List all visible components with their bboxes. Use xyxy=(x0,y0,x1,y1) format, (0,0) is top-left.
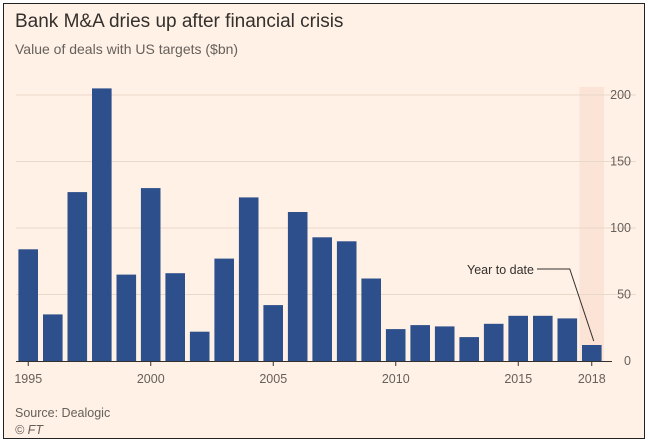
x-tick-label: 2005 xyxy=(259,372,287,386)
x-tick-label: 1995 xyxy=(14,372,42,386)
x-tick-label: 2018 xyxy=(578,372,606,386)
bar-1998 xyxy=(92,88,112,362)
y-tick-label: 100 xyxy=(610,221,631,235)
bar-2006 xyxy=(287,212,308,361)
ft-credit: © FT xyxy=(15,423,43,437)
bar-2017 xyxy=(557,318,578,361)
y-tick-label: 0 xyxy=(624,354,631,368)
chart-title: Bank M&A dries up after financial crisis xyxy=(15,11,344,32)
bar-2016 xyxy=(533,315,553,361)
year-to-date-highlight xyxy=(579,87,604,361)
bar-1996 xyxy=(43,314,63,361)
bar-2001 xyxy=(165,273,185,361)
bar-2014 xyxy=(483,323,504,361)
bar-2008 xyxy=(336,241,357,361)
x-tick-label: 2010 xyxy=(382,372,410,386)
bar-1997 xyxy=(67,192,88,361)
bar-2005 xyxy=(263,305,283,361)
chart-subtitle: Value of deals with US targets ($bn) xyxy=(15,41,239,57)
bar-2002 xyxy=(189,331,210,361)
x-tick-label: 2015 xyxy=(504,372,532,386)
bar-2004 xyxy=(238,197,259,361)
bar-2007 xyxy=(312,237,332,361)
bar-2003 xyxy=(214,258,234,361)
bar-1995 xyxy=(18,249,38,361)
x-tick-label: 2000 xyxy=(137,372,165,386)
bar-2012 xyxy=(434,326,455,361)
bar-2000 xyxy=(140,188,161,361)
y-tick-label: 50 xyxy=(617,288,631,302)
annotation-year-to-date: Year to date xyxy=(467,263,534,277)
bar-2018 xyxy=(582,345,602,361)
bar-2010 xyxy=(385,329,406,361)
y-tick-label: 200 xyxy=(610,88,631,102)
bar-2013 xyxy=(459,337,479,361)
bar-2011 xyxy=(410,325,430,361)
bar-chart: 0 50 100 150 200 1995 2000 2005 2010 2015 2018 Year… xyxy=(14,87,636,386)
bar-2009 xyxy=(361,278,381,361)
chart-frame: Bank M&A dries up after financial crisis… xyxy=(3,3,645,439)
bar-1999 xyxy=(116,274,137,361)
bar-2015 xyxy=(508,315,528,361)
source-note: Source: Dealogic xyxy=(15,406,111,420)
annotation-leader-line xyxy=(537,268,595,342)
y-tick-label: 150 xyxy=(610,155,631,169)
